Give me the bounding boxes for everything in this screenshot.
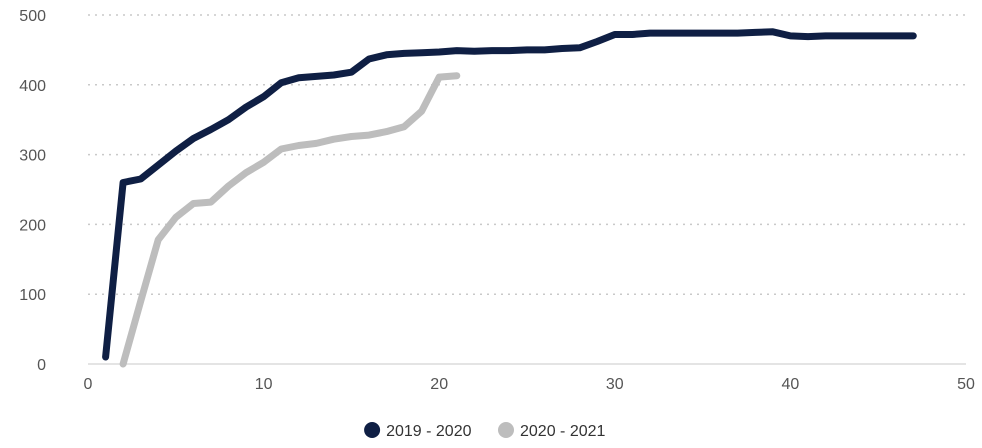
x-tick-label: 0 bbox=[84, 376, 93, 393]
x-tick-label: 30 bbox=[606, 376, 624, 393]
series-line-2 bbox=[119, 72, 461, 368]
x-tick-label: 20 bbox=[430, 376, 448, 393]
y-tick-label: 400 bbox=[19, 78, 46, 95]
y-tick-label: 500 bbox=[19, 8, 46, 25]
axes: 0 100 200 300 400 500 0 10 20 30 40 50 bbox=[19, 8, 975, 393]
data-series bbox=[102, 28, 917, 368]
y-tick-label: 300 bbox=[19, 148, 46, 165]
x-tick-label: 10 bbox=[255, 376, 273, 393]
grid-lines bbox=[88, 14, 966, 295]
legend-marker-1 bbox=[364, 422, 381, 438]
y-tick-label: 200 bbox=[19, 217, 46, 234]
legend: 2019 - 2020 2020 - 2021 bbox=[364, 422, 606, 440]
series-line-1 bbox=[102, 28, 917, 361]
x-tick-label: 40 bbox=[782, 376, 800, 393]
x-tick-label: 50 bbox=[957, 376, 975, 393]
legend-label-1: 2019 - 2020 bbox=[386, 423, 472, 440]
y-tick-label: 100 bbox=[19, 287, 46, 304]
legend-marker-2 bbox=[498, 422, 514, 438]
y-tick-label: 0 bbox=[37, 357, 46, 374]
legend-label-2: 2020 - 2021 bbox=[520, 423, 606, 440]
